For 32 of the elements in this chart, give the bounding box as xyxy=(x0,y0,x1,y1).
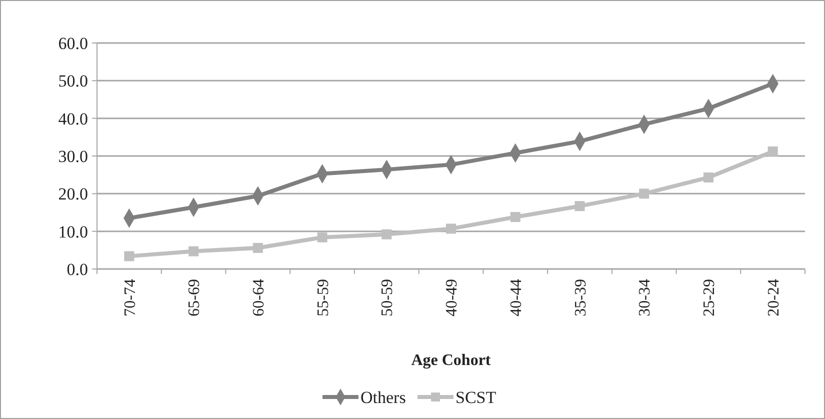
x-tick-label: 35-39 xyxy=(572,279,590,316)
point xyxy=(639,188,650,199)
point xyxy=(703,172,714,182)
legend-label: Others xyxy=(360,388,406,407)
point xyxy=(252,242,263,253)
y-tick-label: 10.0 xyxy=(58,222,88,242)
x-tick-label: 40-44 xyxy=(508,279,525,316)
x-axis-title: Age Cohort xyxy=(411,352,492,369)
x-tick-label: 25-29 xyxy=(701,279,718,316)
x-tick-label: 40-49 xyxy=(444,279,461,316)
x-tick-label: 30-34 xyxy=(636,279,654,316)
x-tick-label: 65-69 xyxy=(186,279,204,316)
x-tick-label: 50-59 xyxy=(379,279,396,316)
y-tick-label: 30.0 xyxy=(58,146,88,166)
legend-label: SCST xyxy=(456,388,497,407)
point xyxy=(574,201,585,212)
y-tick-label: 50.0 xyxy=(58,72,88,91)
point xyxy=(124,251,134,262)
point xyxy=(768,146,778,156)
x-tick-label: 70-74 xyxy=(122,279,139,316)
x-tick-label: 60-64 xyxy=(250,279,268,316)
y-tick-label: 60.0 xyxy=(58,34,88,53)
point xyxy=(317,232,328,242)
y-tick-label: 20.0 xyxy=(58,184,88,204)
point xyxy=(188,246,199,256)
point xyxy=(446,224,456,234)
y-tick-label: 0.0 xyxy=(66,260,88,279)
y-tick-label: 40.0 xyxy=(58,109,88,128)
point xyxy=(510,212,520,222)
x-tick-label: 55-59 xyxy=(314,279,332,316)
point xyxy=(382,229,392,240)
x-tick-label: 20-24 xyxy=(765,279,782,316)
